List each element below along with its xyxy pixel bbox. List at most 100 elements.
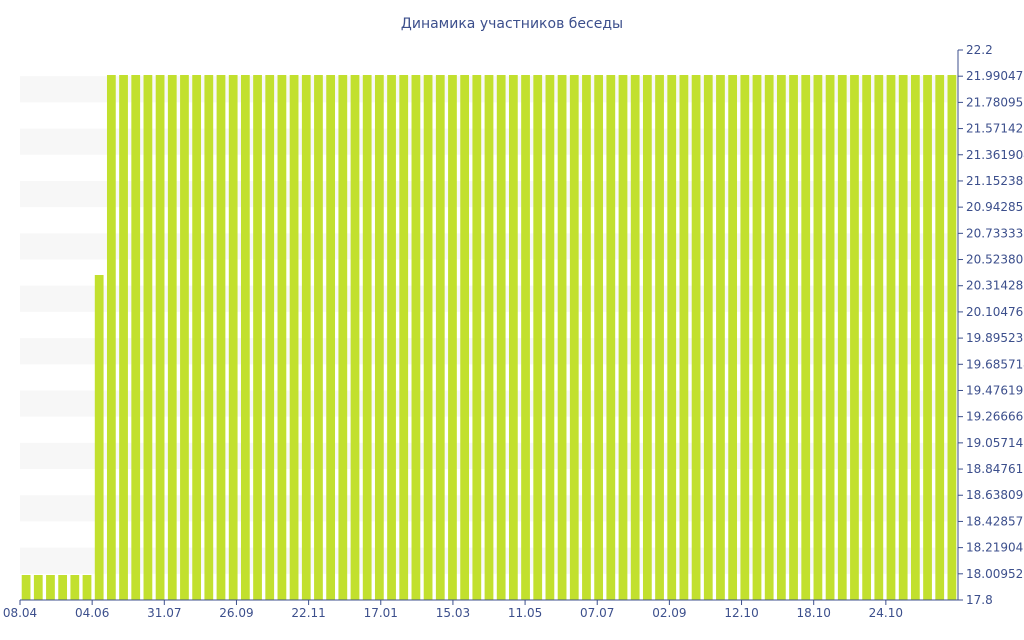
bar — [131, 75, 141, 600]
bar — [106, 75, 116, 600]
bar — [923, 75, 932, 600]
x-tick-label: 11.05 — [508, 606, 542, 620]
bar — [716, 75, 725, 600]
bar — [46, 575, 55, 600]
bar — [448, 75, 457, 600]
y-tick-label: 18.638095 — [966, 488, 1024, 502]
bar — [947, 75, 957, 600]
bar — [204, 75, 214, 600]
x-axis: 08.04 04.06 31.07 26.09 22.11 17.01 15.03 11.05… — [3, 600, 903, 620]
bar — [667, 75, 677, 600]
bar — [155, 75, 165, 600]
bar — [411, 75, 421, 600]
y-tick-label: 18.219047 — [966, 541, 1024, 555]
bar — [630, 75, 640, 600]
bar — [764, 75, 774, 600]
bar — [387, 75, 396, 600]
bar — [886, 75, 896, 600]
bar — [82, 575, 92, 600]
bar — [192, 75, 202, 600]
y-tick-label: 22.2 — [966, 43, 993, 57]
bar — [545, 75, 555, 600]
y-tick-label: 21.152380 — [966, 174, 1024, 188]
bar — [143, 75, 153, 600]
bar — [228, 75, 238, 600]
x-tick-label: 02.09 — [652, 606, 686, 620]
bar — [277, 75, 287, 600]
chart-title: Динамика участников беседы — [401, 16, 623, 32]
x-tick-label: 26.09 — [219, 606, 253, 620]
y-tick-label: 19.266666 — [966, 410, 1024, 424]
bar — [910, 75, 920, 600]
y-tick-label: 17.8 — [966, 593, 993, 607]
x-tick-label: 18.10 — [797, 606, 831, 620]
bar — [180, 75, 189, 600]
bar — [655, 75, 664, 600]
y-tick-label: 20.314285 — [966, 279, 1024, 293]
y-tick-label: 19.895238 — [966, 331, 1024, 345]
bar — [752, 75, 762, 600]
bar — [728, 75, 738, 600]
bar — [703, 75, 713, 600]
y-tick-label: 21.571428 — [966, 122, 1024, 136]
bar — [314, 75, 323, 600]
bar — [691, 75, 701, 600]
bar — [862, 75, 872, 600]
bar — [776, 75, 786, 600]
bar — [813, 75, 823, 600]
bar — [338, 75, 348, 600]
bar — [496, 75, 506, 600]
x-tick-label: 31.07 — [147, 606, 181, 620]
y-tick-label: 18.847619 — [966, 462, 1024, 476]
bar — [740, 75, 750, 600]
bar — [789, 75, 798, 600]
bar — [21, 575, 31, 600]
bar — [557, 75, 567, 600]
bar — [508, 75, 518, 600]
bar — [374, 75, 384, 600]
x-tick-label: 24.10 — [869, 606, 903, 620]
bar — [350, 75, 360, 600]
x-tick-label: 04.06 — [75, 606, 109, 620]
bar — [594, 75, 604, 600]
bar — [119, 75, 128, 600]
bar — [642, 75, 652, 600]
bar — [569, 75, 579, 600]
bar — [253, 75, 262, 600]
bar — [289, 75, 299, 600]
y-tick-label: 19.057142 — [966, 436, 1024, 450]
bar — [240, 75, 250, 600]
x-tick-label: 08.04 — [3, 606, 37, 620]
bar — [874, 75, 884, 600]
bar — [850, 75, 859, 600]
bar — [301, 75, 311, 600]
bar — [679, 75, 689, 600]
bar — [70, 575, 80, 600]
y-tick-label: 20.733333 — [966, 226, 1024, 240]
bar — [167, 75, 177, 600]
y-tick-label: 21.990476 — [966, 69, 1024, 83]
bar — [582, 75, 591, 600]
bar — [326, 75, 336, 600]
y-tick-label: 18.009523 — [966, 567, 1024, 581]
bar — [362, 75, 372, 600]
bar — [533, 75, 543, 600]
y-tick-label: 20.523809 — [966, 253, 1024, 267]
bar — [606, 75, 616, 600]
bar — [58, 575, 68, 600]
bar — [216, 75, 226, 600]
bar — [825, 75, 835, 600]
bar — [460, 75, 470, 600]
bar — [33, 575, 43, 600]
bar — [484, 75, 494, 600]
bar — [94, 275, 104, 600]
bar — [435, 75, 445, 600]
x-tick-label: 17.01 — [364, 606, 398, 620]
y-tick-label: 19.685714 — [966, 357, 1024, 371]
x-tick-label: 12.10 — [724, 606, 758, 620]
bar — [399, 75, 409, 600]
x-tick-label: 07.07 — [580, 606, 614, 620]
